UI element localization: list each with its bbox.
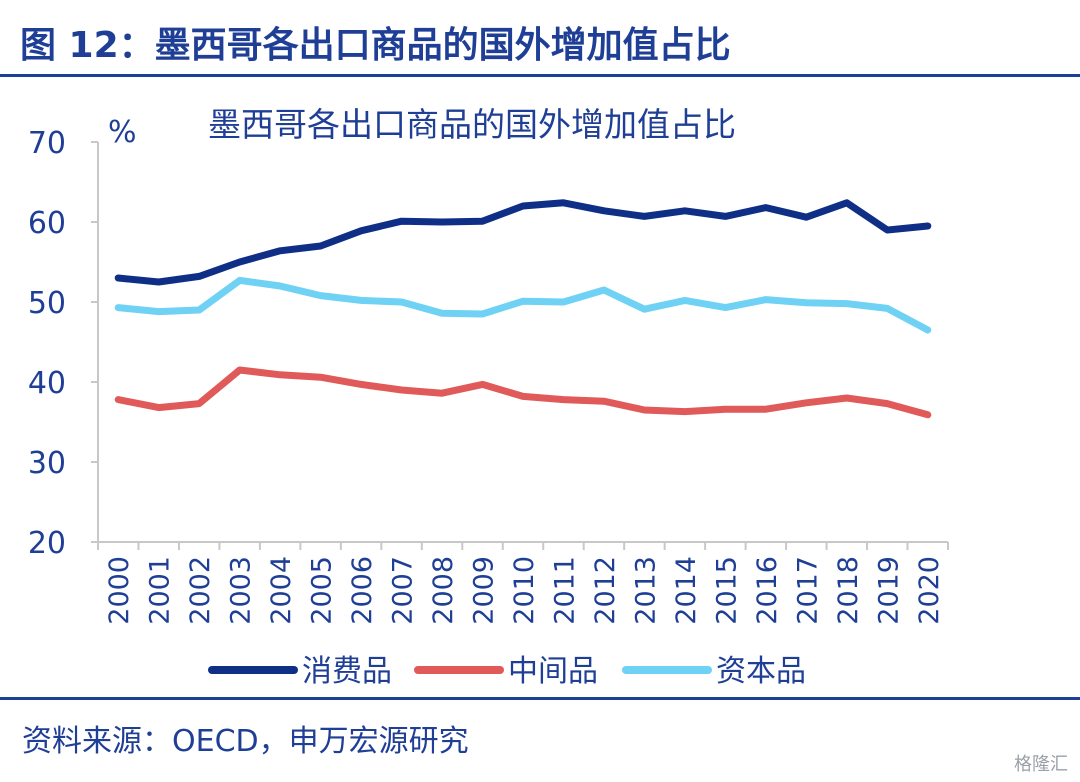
x-axis-ticks: 2000 2001 2002 2003 2004 2005 2006 2007 2008 2009… — [97, 542, 949, 625]
series-line — [114, 276, 932, 334]
x-tick-label: 2004 — [266, 556, 297, 625]
legend-label: 消费品 — [302, 654, 392, 689]
x-tick-label: 2014 — [671, 556, 702, 625]
x-tick-label: 2018 — [833, 556, 864, 625]
figure-title: 图 12：墨西哥各出口商品的国外增加值占比 — [20, 25, 731, 66]
chart-title: 墨西哥各出口商品的国外增加值占比 — [208, 105, 736, 144]
bottom-rule — [0, 697, 1080, 700]
x-tick-label: 2007 — [388, 556, 419, 625]
legend-label: 中间品 — [508, 654, 598, 689]
y-tick-label: 20 — [28, 526, 66, 561]
x-tick-label: 2006 — [347, 556, 378, 625]
x-tick-label: 2013 — [630, 556, 661, 625]
x-tick-label: 2016 — [752, 556, 783, 625]
y-axis-unit: % — [108, 115, 137, 150]
x-tick-label: 2003 — [226, 556, 257, 625]
x-tick-label: 2008 — [428, 556, 459, 625]
legend: 消费品 中间品 资本品 — [208, 654, 806, 689]
x-tick-label: 2009 — [469, 556, 500, 625]
x-tick-label: 2002 — [185, 556, 216, 625]
y-tick-label: 40 — [28, 366, 66, 401]
x-tick-label: 2020 — [914, 556, 945, 625]
watermark-logo: 格隆汇 — [1014, 754, 1068, 775]
chart-axes — [97, 142, 948, 543]
top-rule — [0, 74, 1080, 77]
legend-label: 资本品 — [716, 654, 806, 689]
x-tick-label: 2017 — [792, 556, 823, 625]
x-tick-label: 2019 — [873, 556, 904, 625]
x-tick-label: 2012 — [590, 556, 621, 625]
series-lines — [114, 199, 932, 419]
x-tick-label: 2015 — [711, 556, 742, 625]
x-tick-label: 2010 — [509, 556, 540, 625]
y-axis-ticks: 20 30 40 50 60 70 — [28, 126, 98, 561]
y-tick-label: 50 — [28, 286, 66, 321]
x-tick-label: 2011 — [549, 556, 580, 625]
series-line — [114, 366, 932, 419]
x-tick-label: 2005 — [307, 556, 338, 625]
source-note: 资料来源：OECD，申万宏源研究 — [22, 724, 469, 759]
x-tick-label: 2000 — [104, 556, 135, 625]
x-tick-label: 2001 — [145, 556, 176, 625]
y-tick-label: 60 — [28, 206, 66, 241]
y-tick-label: 30 — [28, 446, 66, 481]
series-line — [114, 199, 932, 286]
y-tick-label: 70 — [28, 126, 66, 161]
